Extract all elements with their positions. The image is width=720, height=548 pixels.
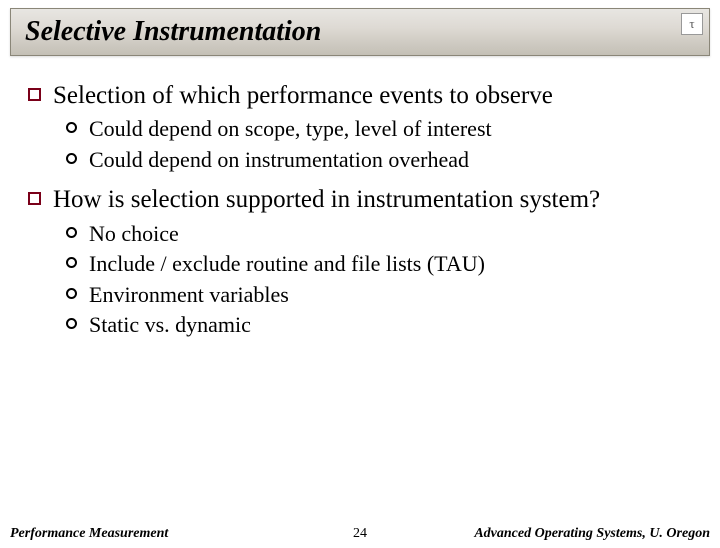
bullet-l2: Could depend on scope, type, level of in… <box>66 115 700 144</box>
title-bar: Selective Instrumentation τ <box>10 8 710 56</box>
tau-logo-char: τ <box>689 16 694 32</box>
circle-bullet-icon <box>66 318 77 329</box>
bullet-l2: Could depend on instrumentation overhead <box>66 146 700 175</box>
circle-bullet-icon <box>66 227 77 238</box>
bullet-l1-text: How is selection supported in instrument… <box>53 184 600 215</box>
bullet-l1: Selection of which performance events to… <box>28 80 700 111</box>
circle-bullet-icon <box>66 122 77 133</box>
bullet-l2-text: Could depend on instrumentation overhead <box>89 146 469 175</box>
bullet-l2-text: Environment variables <box>89 281 289 310</box>
bullet-l2: Include / exclude routine and file lists… <box>66 250 700 279</box>
bullet-l2-text: Static vs. dynamic <box>89 311 251 340</box>
slide-content: Selection of which performance events to… <box>0 56 720 340</box>
bullet-l2-text: No choice <box>89 220 179 249</box>
circle-bullet-icon <box>66 288 77 299</box>
bullet-l1-text: Selection of which performance events to… <box>53 80 553 111</box>
circle-bullet-icon <box>66 257 77 268</box>
square-bullet-icon <box>28 88 41 101</box>
bullet-l2-text: Include / exclude routine and file lists… <box>89 250 485 279</box>
slide-title: Selective Instrumentation <box>11 16 321 48</box>
bullet-l2: Static vs. dynamic <box>66 311 700 340</box>
bullet-l2-text: Could depend on scope, type, level of in… <box>89 115 492 144</box>
bullet-l2: Environment variables <box>66 281 700 310</box>
tau-logo: τ <box>681 13 703 35</box>
bullet-l1: How is selection supported in instrument… <box>28 184 700 215</box>
square-bullet-icon <box>28 192 41 205</box>
circle-bullet-icon <box>66 153 77 164</box>
bullet-l2: No choice <box>66 220 700 249</box>
